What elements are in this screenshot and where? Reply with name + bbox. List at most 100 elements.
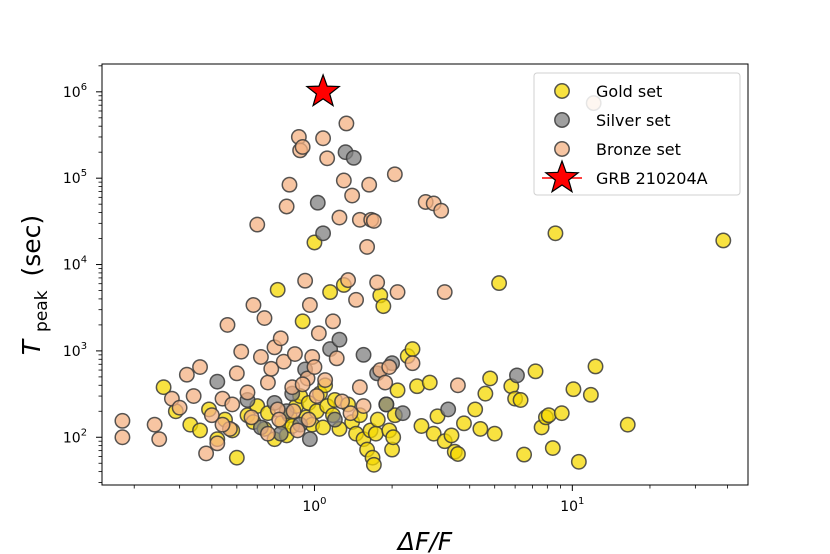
scatter-point <box>338 115 355 132</box>
scatter-point <box>553 405 570 422</box>
scatter-point <box>509 367 525 384</box>
scatter-point <box>365 456 382 473</box>
scatter-point <box>619 416 636 433</box>
scatter-point <box>171 399 188 416</box>
scatter-point <box>331 331 348 348</box>
legend-label: Gold set <box>596 82 662 101</box>
scatter-point <box>114 412 131 429</box>
scatter-point <box>319 150 336 167</box>
scatter-point <box>269 281 286 298</box>
y-axis-label-unit: (sec) <box>17 215 46 277</box>
legend-marker <box>554 83 570 99</box>
scatter-point <box>547 225 564 242</box>
scatter-point <box>245 297 262 313</box>
scatter-point <box>281 176 298 193</box>
legend-label: GRB 210204A <box>596 169 708 188</box>
scatter-point <box>322 284 339 301</box>
scatter-point <box>243 409 260 426</box>
scatter-point <box>582 386 599 403</box>
scatter-point <box>325 313 341 330</box>
scatter-point <box>308 388 325 405</box>
scatter-point <box>516 446 533 463</box>
legend-box <box>533 72 741 196</box>
scatter-point <box>203 407 220 424</box>
scatter-point <box>386 166 403 183</box>
scatter-point <box>467 401 484 418</box>
scatter-point <box>328 350 345 367</box>
scatter-point <box>294 313 311 330</box>
scatter-point <box>381 359 398 376</box>
scatter-point <box>345 149 362 166</box>
svg-text:T peak (sec): T peak (sec) <box>17 215 53 355</box>
scatter-point <box>587 358 604 375</box>
scatter-point <box>375 298 392 315</box>
scatter-point <box>326 411 343 428</box>
scatter-point <box>151 431 168 448</box>
x-tick-label: 101 <box>560 496 584 515</box>
scatter-point <box>369 411 386 428</box>
scatter-point <box>565 381 582 398</box>
scatter-point <box>155 379 172 396</box>
scatter-point <box>342 405 359 422</box>
scatter-point <box>209 373 226 390</box>
scatter-point <box>114 429 131 446</box>
scatter-point <box>297 272 314 289</box>
scatter-point <box>309 194 326 211</box>
scatter-point <box>275 353 292 370</box>
scatter-point <box>294 376 311 393</box>
scatter-point <box>355 346 372 363</box>
scatter-point <box>540 407 557 424</box>
scatter-point <box>146 416 163 433</box>
scatter-point <box>310 325 327 342</box>
scatter-point <box>289 422 306 439</box>
scatter-point <box>285 403 302 420</box>
scatter-point <box>440 401 457 418</box>
scatter-point <box>271 411 288 428</box>
x-tick-label: 100 <box>302 496 326 515</box>
scatter-point <box>472 420 489 437</box>
scatter-point <box>259 425 276 442</box>
scatter-point <box>486 425 503 442</box>
scatter-point <box>219 316 236 333</box>
scatter-point <box>317 372 334 388</box>
legend-label: Bronze set <box>596 140 681 159</box>
data-points <box>114 73 732 473</box>
scatter-point <box>301 431 318 448</box>
series-grb-210204a <box>305 73 341 108</box>
scatter-point <box>369 274 386 291</box>
scatter-point <box>315 130 332 147</box>
scatter-point <box>239 384 256 401</box>
y-tick-label: 102 <box>63 427 87 446</box>
y-tick-label: 104 <box>63 255 87 274</box>
scatter-point <box>259 374 276 391</box>
scatter-point <box>449 446 466 462</box>
star-point <box>305 73 341 108</box>
plot-frame <box>101 63 749 486</box>
scatter-point <box>413 418 430 434</box>
y-tick-label: 103 <box>63 341 87 360</box>
scatter-point <box>544 440 561 456</box>
legend-star-icon <box>544 159 580 194</box>
scatter-point <box>315 225 332 242</box>
legend-label: Silver set <box>596 111 670 130</box>
y-axis-label-main: T <box>17 338 46 355</box>
scatter-point <box>449 377 466 394</box>
scatter-point <box>228 365 245 382</box>
scatter-point <box>394 405 411 422</box>
series-bronze-set <box>114 95 602 462</box>
scatter-point <box>433 202 450 219</box>
scatter-point <box>278 198 295 215</box>
scatter-point <box>377 374 394 391</box>
scatter-point <box>359 238 376 255</box>
scatter-point <box>178 366 195 383</box>
scatter-point <box>385 429 402 446</box>
scatter-point <box>331 209 348 226</box>
scatter-point <box>228 449 245 466</box>
scatter-point <box>340 272 357 289</box>
scatter-point <box>425 425 442 442</box>
scatter-point <box>404 355 421 372</box>
y-axis-label-group: T peak (sec) <box>17 215 53 355</box>
scatter-point <box>233 343 250 360</box>
scatter-point <box>263 360 280 377</box>
